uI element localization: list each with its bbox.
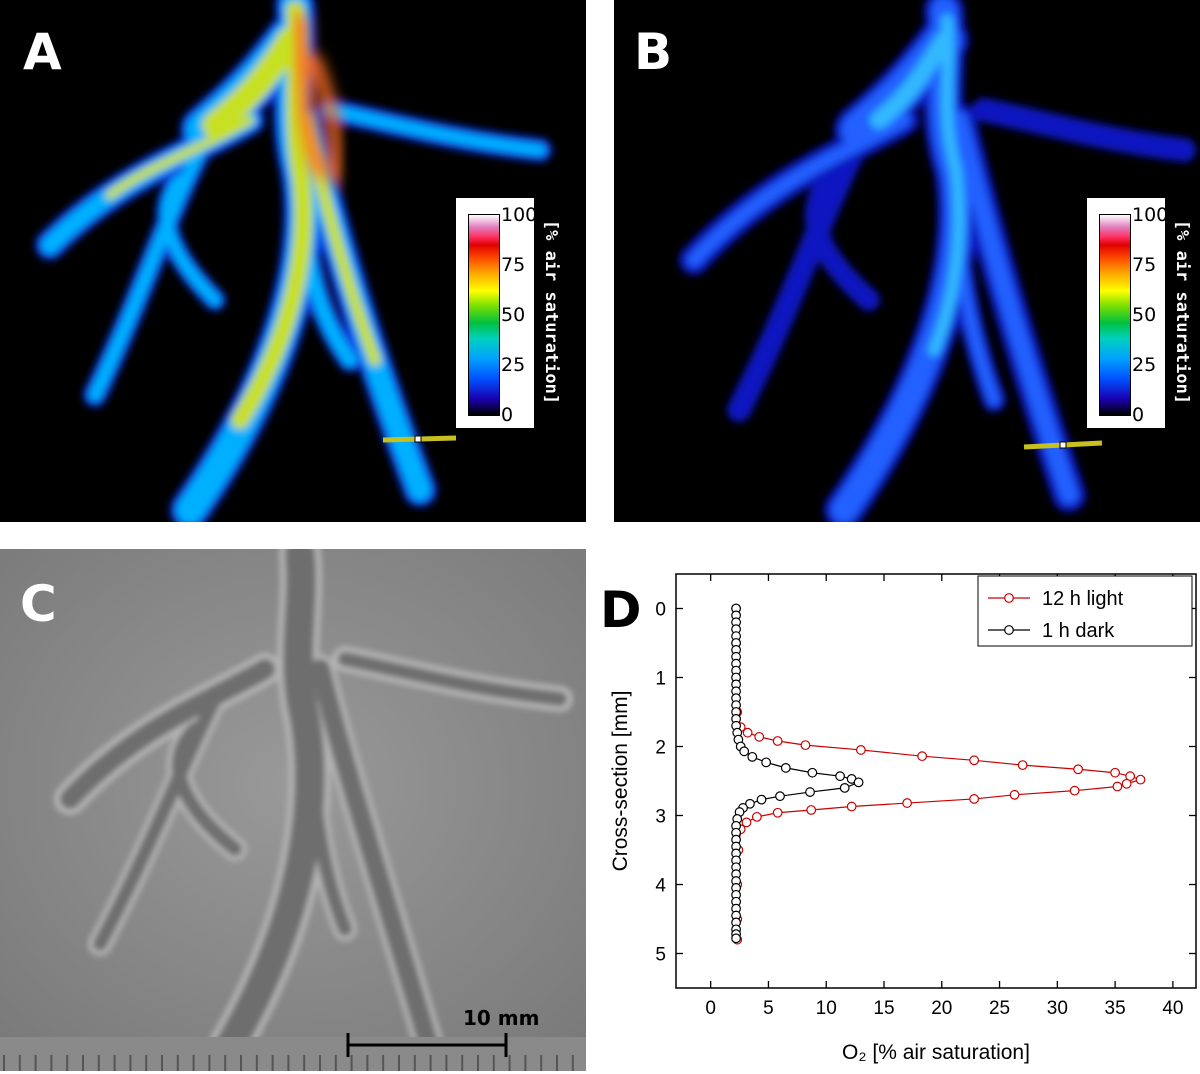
- legend-marker-1: [1004, 625, 1014, 635]
- panel-c-letter: C: [20, 575, 57, 633]
- panel-a-colorbar-tick-25: 25: [501, 354, 526, 376]
- panel-b-root-outer: [679, 0, 1196, 522]
- data-point-1: [739, 746, 750, 757]
- panel-a-colorbar-tick-75: 75: [501, 254, 526, 276]
- data-point-0: [751, 811, 762, 822]
- data-point-1: [745, 798, 755, 809]
- data-point-0: [1069, 785, 1080, 796]
- y-tick-label: 5: [655, 945, 666, 966]
- data-point-0: [846, 801, 857, 812]
- panel-b-colorbar-tick-25: 25: [1132, 354, 1157, 376]
- x-tick-label: 10: [816, 998, 837, 1019]
- panel-b-root-oxygen-map: [679, 0, 1196, 522]
- data-point-0: [1135, 774, 1146, 785]
- y-tick-label: 0: [655, 600, 666, 621]
- x-tick-label: 5: [763, 998, 774, 1019]
- data-point-0: [969, 794, 980, 804]
- data-point-1: [839, 782, 850, 793]
- data-point-0: [800, 740, 811, 751]
- panel-c-root-photograph: C 10 mm: [0, 549, 586, 1071]
- o2-profile-plot: 0 5 10 15 20 25 30 35 40 0 1 2 3 4 5 O₂ [% air saturati…: [609, 573, 1197, 1064]
- plot-frame: [675, 573, 1197, 989]
- panel-b-colorbar-tick-100: 100: [1132, 204, 1169, 226]
- y-tick-label: 4: [655, 876, 666, 897]
- data-point-0: [1017, 760, 1028, 771]
- panel-a-root-outer: [35, 0, 552, 522]
- panel-a-colorbar-gradient: [468, 214, 500, 416]
- data-point-1: [761, 757, 772, 768]
- y-tick-label: 1: [655, 669, 666, 690]
- series-line-0: [735, 608, 1143, 940]
- data-point-1: [756, 794, 767, 805]
- x-tick-label: 20: [931, 998, 952, 1019]
- panel-c-scalebar-label: 10 mm: [463, 1006, 540, 1030]
- panel-a-colorbar-tick-100: 100: [501, 204, 538, 226]
- panel-a-transect-marker: [414, 435, 422, 443]
- x-tick-label: 15: [873, 998, 894, 1019]
- panel-a-oxygen-image-light: A 100 75 50 25 0 [% air saturation]: [0, 0, 586, 522]
- data-point-0: [1073, 764, 1084, 775]
- legend-marker-0: [1004, 593, 1014, 603]
- panel-d-letter: D: [600, 581, 642, 639]
- panel-b-colorbar-tick-50: 50: [1132, 304, 1157, 326]
- panel-a-letter: A: [23, 23, 62, 81]
- x-tick-label: 25: [989, 998, 1010, 1019]
- data-point-1: [807, 767, 818, 778]
- data-point-0: [902, 798, 913, 808]
- panel-b-colorbar-gradient: [1099, 214, 1131, 416]
- panel-b-oxygen-image-dark: B 100 75 50 25 0 [% air saturation]: [614, 0, 1200, 522]
- panel-a-colorbar: 100 75 50 25 0: [456, 198, 538, 428]
- data-point-1: [775, 791, 785, 802]
- data-point-1: [731, 933, 741, 944]
- x-tick-label: 40: [1162, 998, 1183, 1019]
- data-point-1: [805, 787, 815, 797]
- panel-a-colorbar-tick-50: 50: [501, 304, 526, 326]
- legend-box: [977, 575, 1193, 647]
- data-point-0: [917, 751, 928, 762]
- data-point-0: [741, 817, 752, 828]
- x-tick-label: 30: [1047, 998, 1068, 1019]
- data-point-0: [1110, 767, 1121, 778]
- panel-c-roots: [54, 549, 573, 1071]
- panel-c-ruler: [0, 1037, 586, 1071]
- x-axis-label: O₂ [% air saturation]: [842, 1041, 1030, 1064]
- data-point-0: [855, 745, 866, 755]
- panel-d-o2-profile-chart: D 0 5 10 15 20 25 30 35 40 0 1 2 3 4 5 O₂ [% air satura…: [600, 549, 1200, 1074]
- data-point-1: [780, 762, 791, 773]
- data-point-0: [772, 807, 783, 818]
- data-point-0: [1009, 789, 1020, 800]
- data-point-1: [835, 771, 845, 782]
- y-tick-label: 2: [655, 738, 666, 759]
- x-tick-label: 35: [1105, 998, 1126, 1019]
- data-point-0: [1112, 781, 1123, 792]
- panel-b-colorbar: 100 75 50 25 0: [1087, 198, 1169, 428]
- x-tick-label: 0: [705, 998, 716, 1019]
- panel-b-colorbar-label: [% air saturation]: [1172, 219, 1192, 405]
- data-point-0: [806, 805, 817, 815]
- data-point-1: [747, 751, 758, 762]
- panel-b-colorbar-tick-0: 0: [1132, 404, 1145, 426]
- data-point-1: [853, 777, 864, 788]
- legend-label-1: 1 h dark: [1042, 620, 1115, 642]
- panel-a-colorbar-label: [% air saturation]: [541, 219, 561, 405]
- panel-c-root-image: [0, 549, 586, 1071]
- panel-c-ruler-ticks: [3, 1055, 574, 1071]
- legend-label-0: 12 h light: [1042, 588, 1124, 610]
- data-point-0: [772, 736, 783, 746]
- data-point-0: [1121, 778, 1132, 789]
- panel-a-root-oxygen-map: [35, 0, 552, 522]
- panel-a-colorbar-tick-0: 0: [501, 404, 514, 426]
- panel-b-colorbar-tick-75: 75: [1132, 254, 1157, 276]
- data-point-0: [754, 731, 765, 742]
- panel-b-transect-marker: [1059, 441, 1067, 449]
- y-axis-label: Cross-section [mm]: [609, 691, 632, 872]
- y-tick-label: 3: [655, 807, 666, 828]
- data-point-0: [742, 727, 753, 738]
- panel-b-letter: B: [634, 23, 673, 81]
- data-point-0: [969, 755, 980, 766]
